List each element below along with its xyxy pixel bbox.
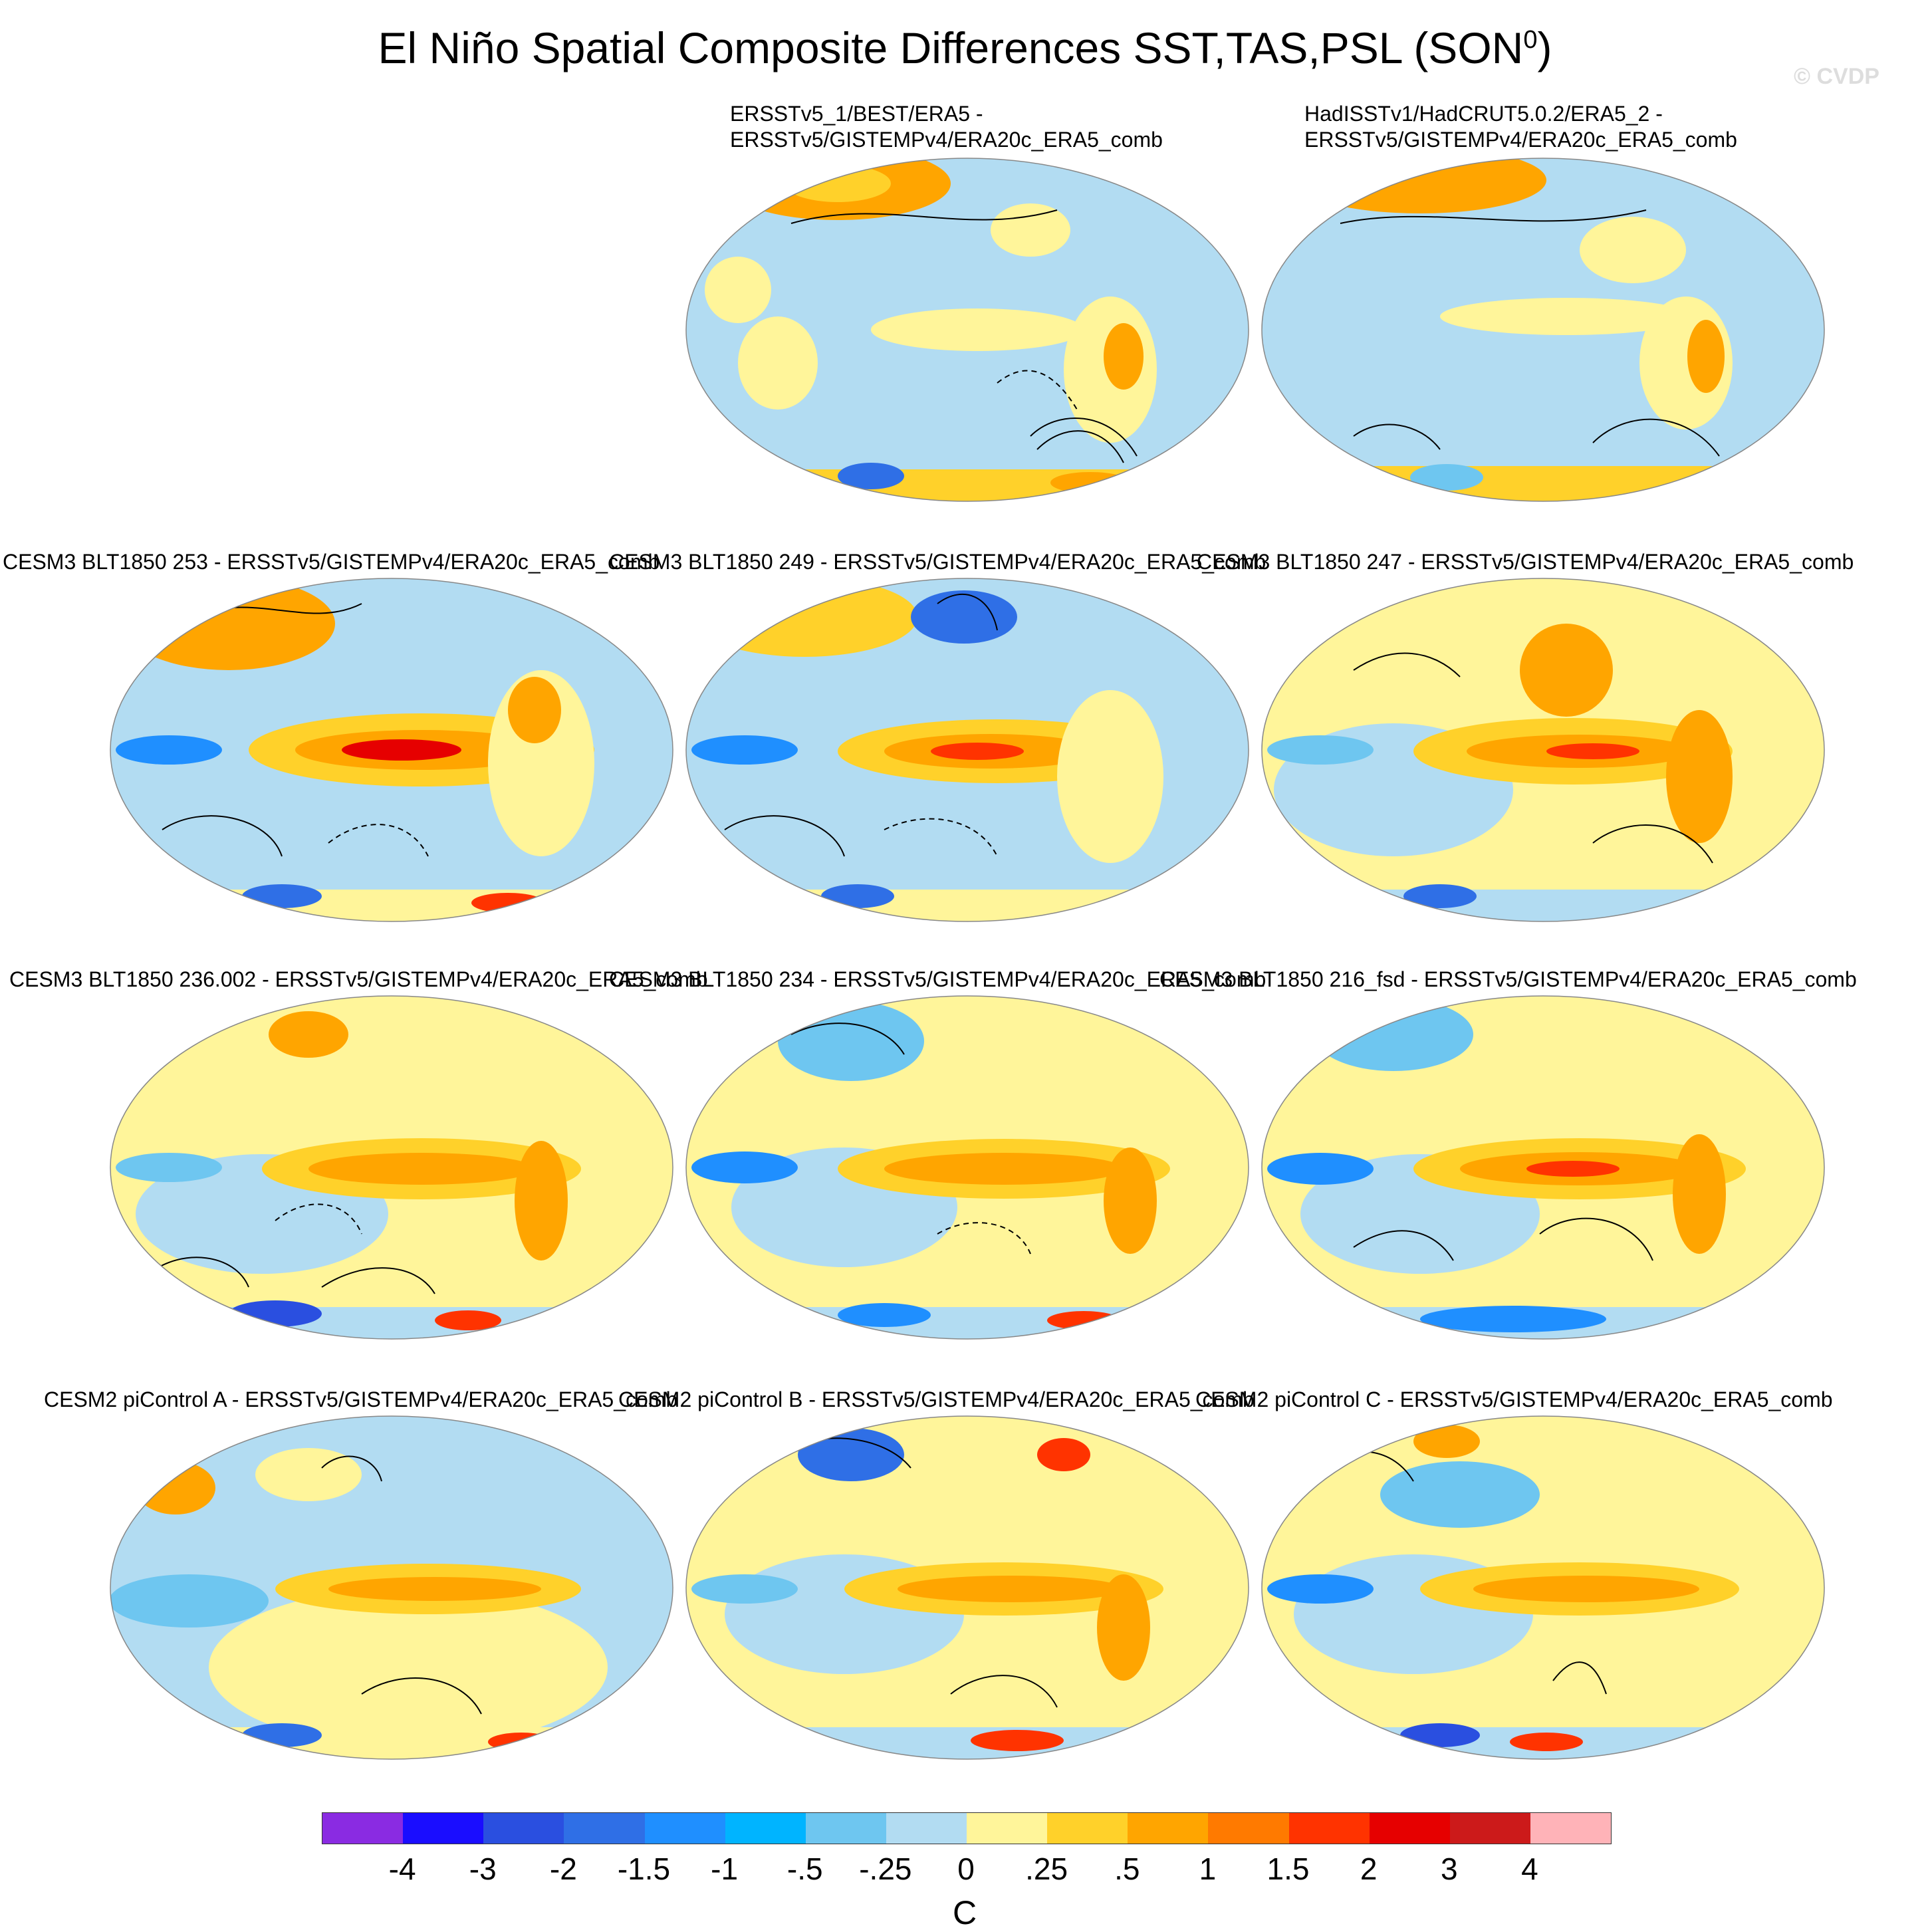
colorbar-swatch (1208, 1813, 1289, 1844)
cvdp-watermark: © CVDP (1794, 64, 1879, 89)
colorbar-swatch (1449, 1813, 1530, 1844)
colorbar-tick-label: -3 (469, 1852, 497, 1886)
colorbar-swatch (564, 1813, 645, 1844)
colorbar-tick-label: -1 (711, 1852, 739, 1886)
colorbar-tick-label: 1 (1199, 1852, 1217, 1886)
map-panel-3 (110, 578, 673, 922)
colorbar-swatch (1288, 1813, 1370, 1844)
panel-title-1: ERSSTv5_1/BEST/ERA5 - ERSSTv5/GISTEMPv4/E… (730, 102, 1163, 152)
map-panel-8 (1261, 995, 1825, 1340)
colorbar-swatch (805, 1813, 886, 1844)
panel-title-6: CESM3 BLT1850 236.002 - ERSSTv5/GISTEMPv… (9, 967, 708, 991)
colorbar-swatch (967, 1813, 1048, 1844)
colorbar-tick-label: 2 (1360, 1852, 1378, 1886)
colorbar-tick-label: -1.5 (617, 1852, 671, 1886)
colorbar-swatch (725, 1813, 806, 1844)
colorbar (322, 1812, 1612, 1844)
colorbar-tick-label: 1.5 (1267, 1852, 1310, 1886)
colorbar-tick-label: 4 (1521, 1852, 1538, 1886)
map-panel-1 (685, 158, 1249, 502)
panel-title-4: CESM3 BLT1850 249 - ERSSTv5/GISTEMPv4/ER… (609, 550, 1267, 574)
map-panel-2 (1261, 158, 1825, 502)
panel-title-7: CESM3 BLT1850 234 - ERSSTv5/GISTEMPv4/ER… (609, 967, 1267, 991)
colorbar-tick-label: -2 (549, 1852, 577, 1886)
panel-title-11: CESM2 piControl C - ERSSTv5/GISTEMPv4/ER… (1195, 1388, 1833, 1411)
title-superscript: 0 (1523, 26, 1538, 54)
map-panel-4 (685, 578, 1249, 922)
map-panel-10 (685, 1415, 1249, 1760)
colorbar-tick-label: .25 (1025, 1852, 1068, 1886)
map-panel-7 (685, 995, 1249, 1340)
colorbar-swatch (1128, 1813, 1209, 1844)
figure-title: El Niño Spatial Composite Differences SS… (378, 23, 1552, 72)
panel-title-2: HadISSTv1/HadCRUT5.0.2/ERA5_2 - ERSSTv5/G… (1304, 102, 1737, 152)
colorbar-unit: C (952, 1894, 977, 1931)
colorbar-tick-label: -.25 (859, 1852, 912, 1886)
colorbar-swatch (1530, 1813, 1611, 1844)
colorbar-tick-label: 0 (957, 1852, 975, 1886)
colorbar-tick-label: -4 (388, 1852, 416, 1886)
colorbar-tick-label: .5 (1114, 1852, 1140, 1886)
panel-title-3: CESM3 BLT1850 253 - ERSSTv5/GISTEMPv4/ER… (3, 550, 660, 574)
colorbar-tick-label: 3 (1440, 1852, 1458, 1886)
panel-title-10: CESM2 piControl B - ERSSTv5/GISTEMPv4/ER… (618, 1388, 1255, 1411)
panel-title-9: CESM2 piControl A - ERSSTv5/GISTEMPv4/ER… (44, 1388, 678, 1411)
map-panel-11 (1261, 1415, 1825, 1760)
map-panel-9 (110, 1415, 673, 1760)
panel-title-5: CESM3 BLT1850 247 - ERSSTv5/GISTEMPv4/ER… (1197, 550, 1854, 574)
colorbar-swatch (403, 1813, 484, 1844)
colorbar-swatch (644, 1813, 725, 1844)
map-panel-5 (1261, 578, 1825, 922)
colorbar-swatch (1369, 1813, 1450, 1844)
colorbar-swatch (1047, 1813, 1128, 1844)
colorbar-swatch (483, 1813, 564, 1844)
colorbar-swatch (886, 1813, 967, 1844)
map-panel-6 (110, 995, 673, 1340)
panel-title-8: CESM3 BLT1850 216_fsd - ERSSTv5/GISTEMPv… (1159, 967, 1857, 991)
colorbar-tick-label: -.5 (786, 1852, 823, 1886)
colorbar-swatch (322, 1813, 404, 1844)
